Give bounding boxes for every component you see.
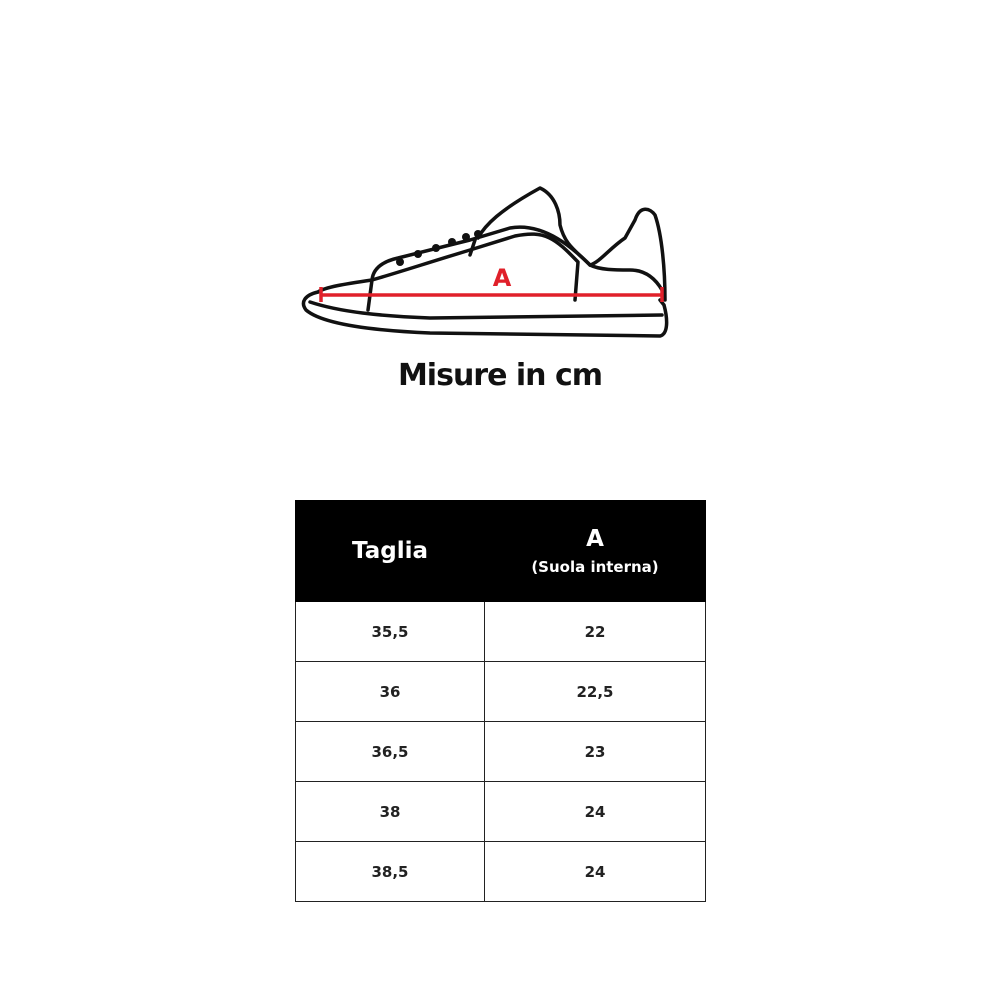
- laces: [396, 230, 482, 266]
- table-row: 35,5 22: [295, 601, 706, 662]
- page-title: Misure in cm: [397, 358, 603, 393]
- measure-label-a: A: [493, 264, 512, 292]
- table-row: 38,5 24: [295, 841, 706, 902]
- shoe-diagram: A: [301, 186, 669, 338]
- shoe-upper: [316, 232, 580, 302]
- table-row: 36 22,5: [295, 661, 706, 722]
- table-row: 38 24: [295, 781, 706, 842]
- header-a: A (Suola interna): [484, 500, 706, 602]
- size-table: Taglia A (Suola interna) 35,5 22 36 22,5 36…: [295, 500, 706, 902]
- shoe-sole: [301, 290, 669, 338]
- table-row: 36,5 23: [295, 721, 706, 782]
- header-taglia: Taglia: [295, 500, 485, 602]
- measure-line-a: [319, 287, 664, 302]
